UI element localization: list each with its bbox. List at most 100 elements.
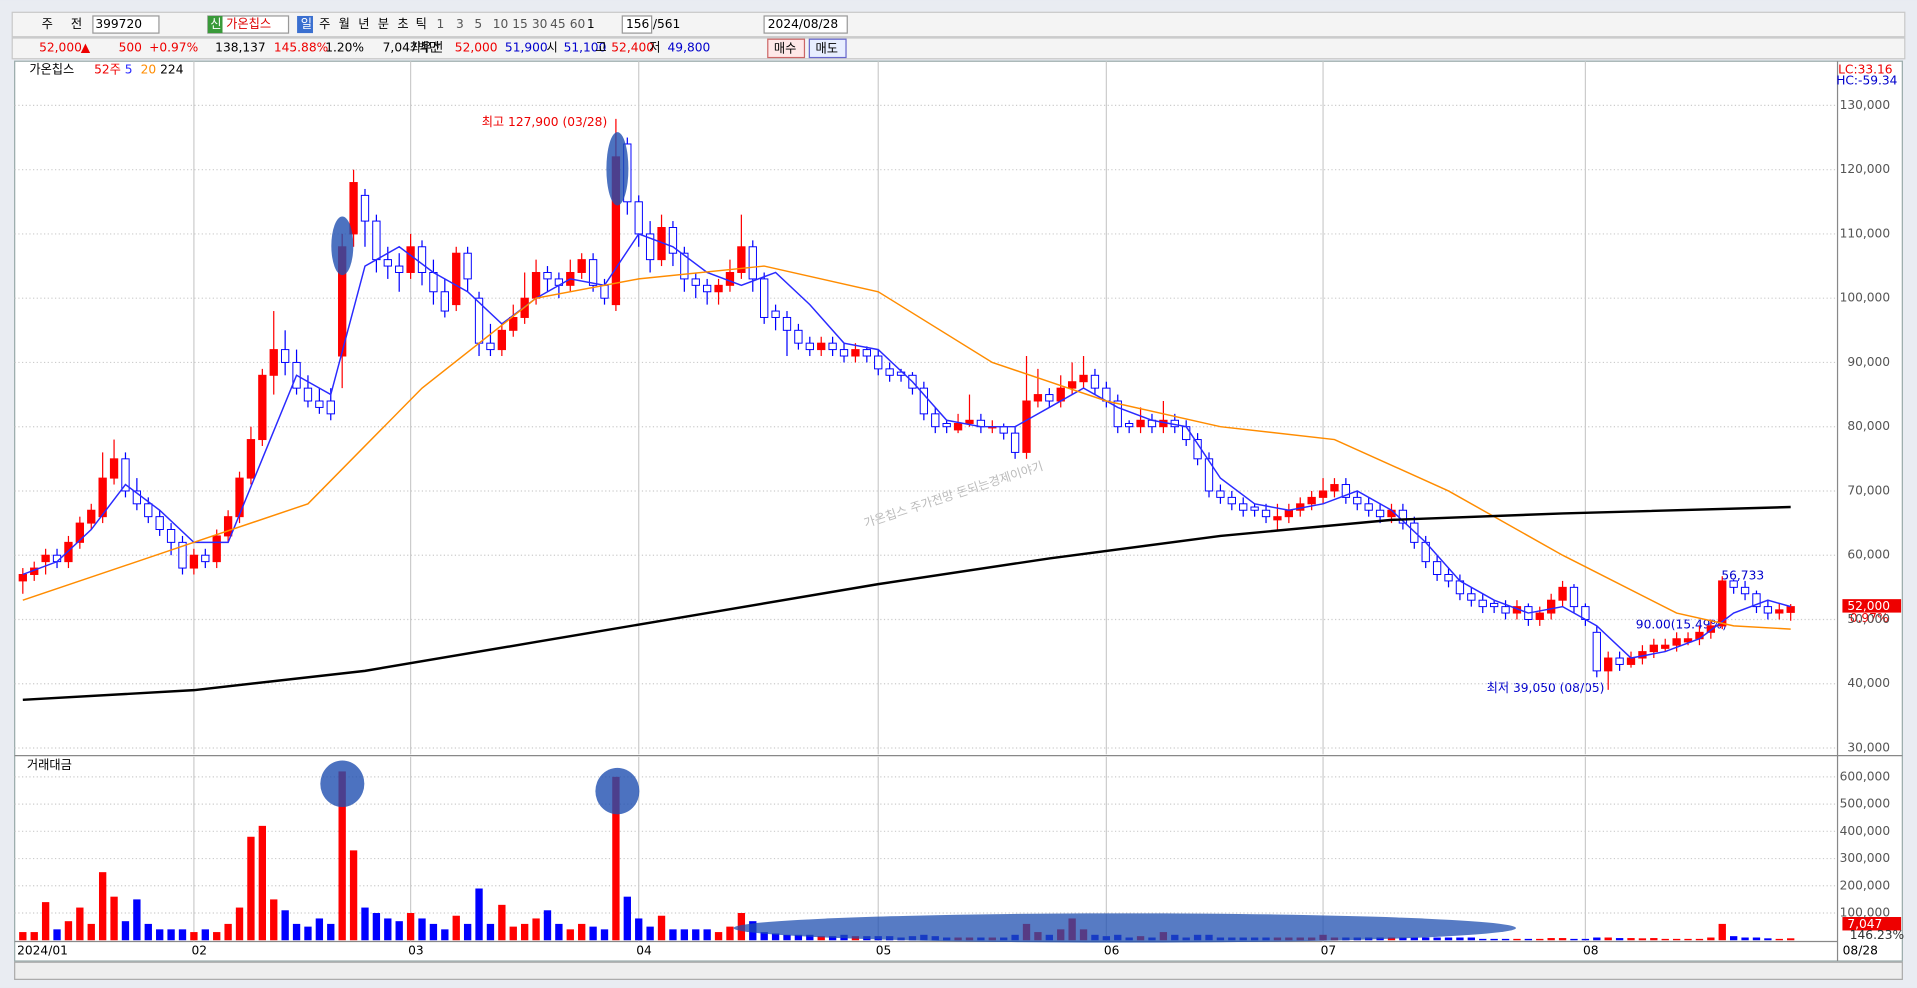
volume-bar (1684, 938, 1692, 941)
candle-body (1535, 612, 1544, 620)
volume-bar (692, 929, 700, 941)
candle-body (235, 477, 244, 518)
y-tick-label: 110,000 (1840, 226, 1891, 240)
candle-body (349, 182, 358, 235)
y-tick-label: 130,000 (1840, 98, 1891, 112)
candle-body (1740, 586, 1750, 595)
volume-bar (600, 929, 609, 941)
buy-button[interactable] (767, 38, 806, 59)
candle-body (1216, 490, 1225, 498)
candle-body (1193, 439, 1202, 460)
x-tick-label: 06 (1104, 944, 1120, 958)
toolbar (11, 11, 1906, 38)
candle-body (1261, 509, 1271, 518)
volume-bar (726, 926, 734, 941)
period-button[interactable]: 틱 (416, 17, 427, 31)
volume-bar (349, 850, 358, 941)
candle-body (98, 477, 107, 518)
volume-bar (270, 899, 278, 941)
candle-body (1010, 432, 1020, 453)
candle-body (1067, 381, 1077, 389)
last-ratio: 146.23% (1850, 928, 1904, 942)
candle-body (1307, 496, 1316, 505)
code-box[interactable] (92, 15, 160, 34)
high: 52,400 (611, 40, 654, 54)
period-button[interactable]: 분 (378, 17, 389, 31)
count-box[interactable] (621, 15, 653, 34)
date[interactable]: 2024/08/28 (768, 17, 838, 31)
candle-body (953, 422, 963, 431)
y-tick-label: 50,000 (1847, 612, 1890, 626)
low-annotation: 최저 39,050 (08/05) (1487, 681, 1605, 695)
candle-body (315, 400, 324, 408)
interval-button[interactable]: 45 (550, 17, 566, 31)
volume-bar (53, 929, 61, 941)
candle-body (1364, 503, 1373, 511)
volume-bar (1536, 938, 1544, 941)
interval-button[interactable]: 1 (436, 17, 444, 31)
volume-bar (190, 932, 198, 941)
corner-lc: LC:33.16 (1838, 62, 1892, 76)
date-box[interactable] (763, 15, 848, 34)
volume-bar (486, 923, 495, 941)
period-button[interactable]: 년 (358, 17, 369, 31)
volume-bar (589, 926, 597, 941)
volume-bar (1707, 937, 1715, 941)
interval-button[interactable]: 15 (512, 17, 528, 31)
candle-body (1444, 574, 1453, 582)
candle-body (1718, 580, 1727, 627)
interval-value[interactable]: 1 (587, 17, 595, 31)
period-button[interactable]: 월 (339, 17, 350, 31)
candle-body (463, 252, 472, 280)
volume-bar (156, 929, 164, 941)
interval-button[interactable]: 3 (456, 17, 464, 31)
period-button[interactable]: 초 (397, 17, 408, 31)
ma-line (22, 233, 1791, 659)
volume-bar (1501, 938, 1510, 941)
volume-bar (1444, 937, 1453, 941)
x-tick-label: 08 (1583, 944, 1599, 958)
interval-button[interactable]: 30 (532, 17, 548, 31)
y-tick-label: 80,000 (1847, 419, 1890, 433)
stock-name[interactable]: 가온칩스 (226, 17, 271, 31)
candle-body (1683, 638, 1693, 643)
volume-bar (509, 926, 517, 941)
sell-button[interactable] (808, 38, 847, 59)
count[interactable]: 156 (626, 17, 649, 31)
quote-bar (11, 37, 1906, 60)
candle-body (760, 278, 769, 318)
candle-body (1478, 599, 1487, 608)
candle-body (862, 349, 871, 357)
candle-body (588, 259, 598, 286)
best-label: 최우선 (410, 40, 444, 54)
volume-bar (1467, 937, 1475, 941)
mode-button[interactable]: 전 (71, 17, 82, 31)
legend-title: 가온칩스 (29, 62, 74, 76)
sell-label[interactable]: 매도 (815, 41, 837, 55)
candle-body (999, 426, 1008, 434)
volume-bar (1627, 938, 1635, 941)
buy-label[interactable]: 매수 (774, 41, 796, 55)
interval-button[interactable]: 10 (493, 17, 509, 31)
volume-bar (1410, 937, 1418, 941)
volume-bar (1581, 938, 1590, 941)
code[interactable]: 399720 (95, 17, 142, 31)
screen-button[interactable]: 주 (42, 17, 53, 31)
badge-text: 신 (210, 17, 221, 31)
candle-body (748, 246, 757, 280)
candle-body (109, 458, 119, 479)
volume-title: 거래대금 (27, 758, 72, 772)
interval-button[interactable]: 60 (570, 17, 586, 31)
volume-bar (98, 872, 107, 941)
volume-bar (1524, 938, 1533, 941)
volume-bar (1604, 937, 1612, 941)
period-button[interactable]: 주 (319, 17, 330, 31)
candle-body (166, 529, 176, 543)
candle-body (691, 278, 700, 286)
interval-button[interactable]: 5 (474, 17, 482, 31)
candle-body (771, 310, 780, 318)
last-volume-tag (1842, 917, 1902, 931)
price: 52,000 (39, 40, 82, 54)
scrollbar[interactable] (14, 961, 1903, 980)
period-button[interactable]: 일 (301, 17, 312, 31)
